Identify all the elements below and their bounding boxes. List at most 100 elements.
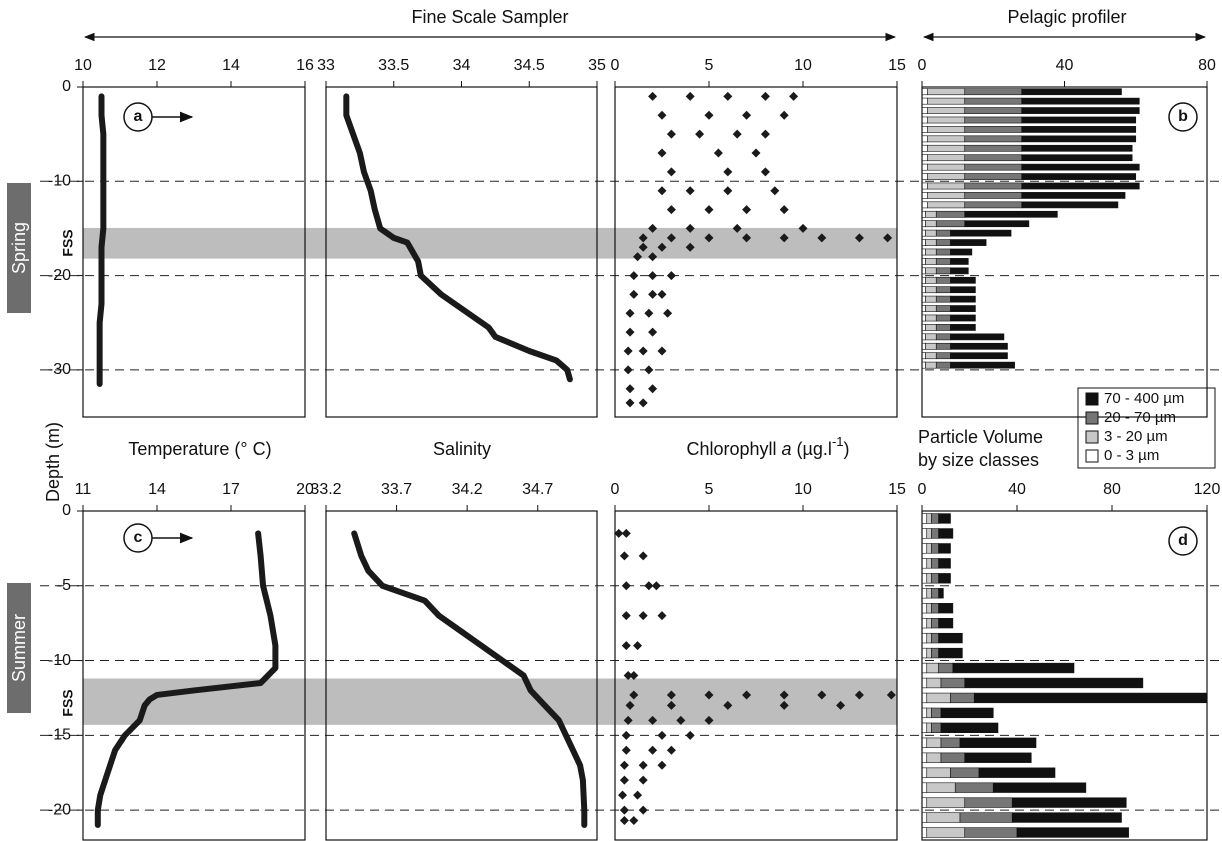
data-point — [623, 365, 633, 375]
data-point — [657, 346, 667, 356]
data-point — [779, 110, 789, 120]
data-point — [663, 308, 673, 318]
bar-segment — [927, 97, 966, 105]
bar-segment — [927, 154, 966, 162]
bar-segment — [935, 324, 951, 331]
bar-segment — [931, 647, 939, 659]
panel-frame — [82, 510, 306, 841]
bar-segment — [938, 573, 951, 584]
data-point — [648, 715, 658, 725]
data-point — [723, 700, 733, 710]
bar-segment — [959, 737, 1037, 748]
bar-segment — [938, 543, 951, 554]
data-point — [732, 129, 742, 139]
bar-segment — [964, 752, 1032, 763]
bar-segment — [921, 528, 928, 539]
bar-segment — [921, 144, 928, 152]
data-point — [638, 760, 648, 770]
bar-segment — [925, 220, 937, 228]
panel: 11 14 17 20 — [75, 481, 314, 841]
label-part: Chlorophyll — [686, 439, 781, 459]
data-point — [685, 730, 695, 740]
bar-segment — [927, 144, 966, 152]
overlay: 0 - 3 µm 3 - 20 µm 20 - 70 µm 70 - 400 µm b d — [1085, 102, 1198, 556]
data-point — [742, 690, 752, 700]
bar-segment — [964, 163, 1023, 171]
bar-segment — [964, 88, 1023, 96]
data-point — [638, 346, 648, 356]
legend-swatch — [1085, 392, 1099, 406]
bar-segment — [950, 342, 1008, 350]
x-tick-label: 15 — [888, 57, 906, 74]
data-point — [742, 233, 752, 243]
bar-segment — [925, 314, 937, 322]
bar-segment — [921, 126, 928, 133]
bar-segment — [950, 295, 976, 303]
data-point — [704, 110, 714, 120]
data-point — [625, 398, 635, 408]
bar-segment — [964, 220, 1030, 228]
bar-segment — [926, 827, 966, 838]
x-axis-label: Salinity — [433, 439, 491, 459]
bar-segment — [935, 295, 951, 303]
bar-segment — [1021, 116, 1137, 124]
bar-segment — [921, 201, 928, 209]
bar-segment — [959, 812, 1013, 823]
data-point — [657, 186, 667, 196]
fss-band — [83, 227, 897, 259]
bar-segment — [931, 528, 939, 539]
data-point — [618, 790, 628, 800]
bar-segment — [921, 163, 928, 171]
bar-segment — [938, 632, 963, 644]
bar-segment — [925, 229, 937, 237]
bar-segment — [1021, 192, 1126, 199]
bar-segment — [1016, 827, 1129, 838]
data-point — [619, 775, 629, 785]
bar-segment — [1021, 88, 1122, 96]
legend-swatch — [1085, 430, 1099, 444]
x-tick-label: 10 — [74, 57, 92, 74]
bar-segment — [950, 767, 980, 778]
bar-segment — [1021, 97, 1140, 105]
bar-segment — [964, 135, 1023, 143]
data-point — [779, 205, 789, 215]
pelagic-title: Pelagic profiler — [1007, 7, 1126, 27]
bar-segment — [926, 722, 932, 734]
x-tick-label: 5 — [705, 57, 714, 74]
bar-segment — [921, 707, 928, 719]
bar-segment — [926, 797, 966, 808]
label-part: a — [782, 439, 792, 459]
legend-box — [1077, 387, 1216, 469]
bar-segment — [921, 632, 928, 644]
panel-badge — [1168, 102, 1198, 132]
bar-segment — [935, 239, 951, 246]
y-tick-label: 0 — [62, 78, 71, 95]
bar-segment — [926, 767, 951, 778]
bar-segment — [938, 558, 951, 569]
data-point — [723, 167, 733, 177]
data-point — [704, 690, 714, 700]
bar-segment — [925, 324, 937, 331]
bar-segment — [931, 707, 942, 719]
x-tick-label: 14 — [222, 57, 240, 74]
bar-segment — [921, 182, 928, 190]
panel: 0 5 10 15 — [611, 57, 906, 418]
bar-segment — [925, 210, 937, 218]
bar-segment — [935, 267, 951, 275]
profile-line — [96, 93, 107, 387]
x-tick-label: 80 — [1198, 57, 1216, 74]
season-label: Spring — [9, 222, 29, 274]
data-point — [638, 398, 648, 408]
data-point — [657, 730, 667, 740]
bar-segment — [950, 352, 1008, 360]
data-point — [657, 110, 667, 120]
data-point — [633, 790, 643, 800]
bar-segment — [1021, 201, 1119, 209]
data-point — [666, 745, 676, 755]
bar-segment — [940, 707, 994, 719]
x-tick-label: 35 — [588, 57, 606, 74]
bar-segment — [926, 707, 932, 719]
bar-segment — [964, 107, 1023, 114]
band-label: FSS — [60, 229, 76, 256]
bar-segment — [921, 677, 928, 689]
